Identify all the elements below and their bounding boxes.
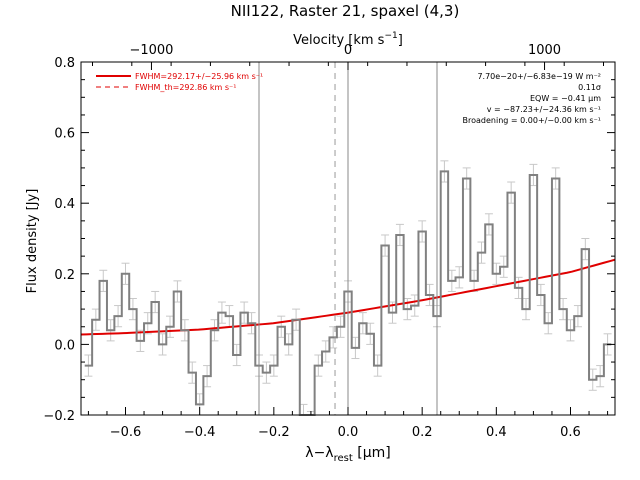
x-tick-label: 0.4 bbox=[486, 425, 507, 440]
reference-lines bbox=[258, 62, 438, 415]
spectrum-step-layer bbox=[84, 170, 612, 416]
y-tick-label: 0.2 bbox=[54, 268, 75, 283]
annotation-flux: 7.70e−20+/−6.83e−19 W m⁻² bbox=[477, 72, 601, 81]
annotation-broadening: Broadening = 0.00+/−0.00 km s⁻¹ bbox=[463, 116, 601, 125]
x-axis-label: λ−λrest [μm] bbox=[305, 445, 390, 464]
annotation-velocity: v = −87.23+/−24.36 km s⁻¹ bbox=[487, 105, 601, 114]
y-tick-label: 0.8 bbox=[54, 56, 75, 71]
x-tick-label: −0.2 bbox=[258, 425, 290, 440]
y-tick-label: 0.0 bbox=[54, 338, 75, 353]
x-tick-label: 0.2 bbox=[412, 425, 433, 440]
top-axis-label: Velocity [km s−1] bbox=[293, 31, 403, 48]
top-tick-label: 1000 bbox=[528, 43, 561, 58]
annotation-sigma: 0.11σ bbox=[578, 83, 601, 92]
y-tick-label: 0.6 bbox=[54, 127, 75, 142]
y-tick-label: 0.4 bbox=[54, 197, 75, 212]
top-tick-label: −1000 bbox=[129, 43, 173, 58]
axis-ticks: −0.6 −0.4 −0.2 0.0 0.2 0.4 0.6 −0.2 0.0 0.2 0.4 0.6… bbox=[43, 43, 615, 440]
x-tick-label: −0.6 bbox=[110, 425, 142, 440]
legend: FWHM=292.17+/−25.96 km s⁻¹ FWHM_th=292.8… bbox=[96, 72, 263, 92]
annotations: 7.70e−20+/−6.83e−19 W m⁻² 0.11σ EQW = −0… bbox=[463, 72, 602, 125]
spectrum-step bbox=[84, 170, 612, 416]
legend-label-fwhm: FWHM=292.17+/−25.96 km s⁻¹ bbox=[135, 72, 263, 81]
x-tick-label: −0.4 bbox=[184, 425, 216, 440]
x-tick-label: 0.6 bbox=[560, 425, 581, 440]
top-tick-label: 0 bbox=[344, 43, 352, 58]
chart-title: NII122, Raster 21, spaxel (4,3) bbox=[231, 2, 460, 20]
x-tick-label: 0.0 bbox=[338, 425, 359, 440]
y-axis-label: Flux density [Jy] bbox=[25, 189, 40, 294]
legend-label-fwhm-th: FWHM_th=292.86 km s⁻¹ bbox=[135, 83, 236, 92]
annotation-eqw: EQW = −0.41 μm bbox=[530, 94, 601, 103]
y-tick-label: −0.2 bbox=[43, 409, 75, 424]
